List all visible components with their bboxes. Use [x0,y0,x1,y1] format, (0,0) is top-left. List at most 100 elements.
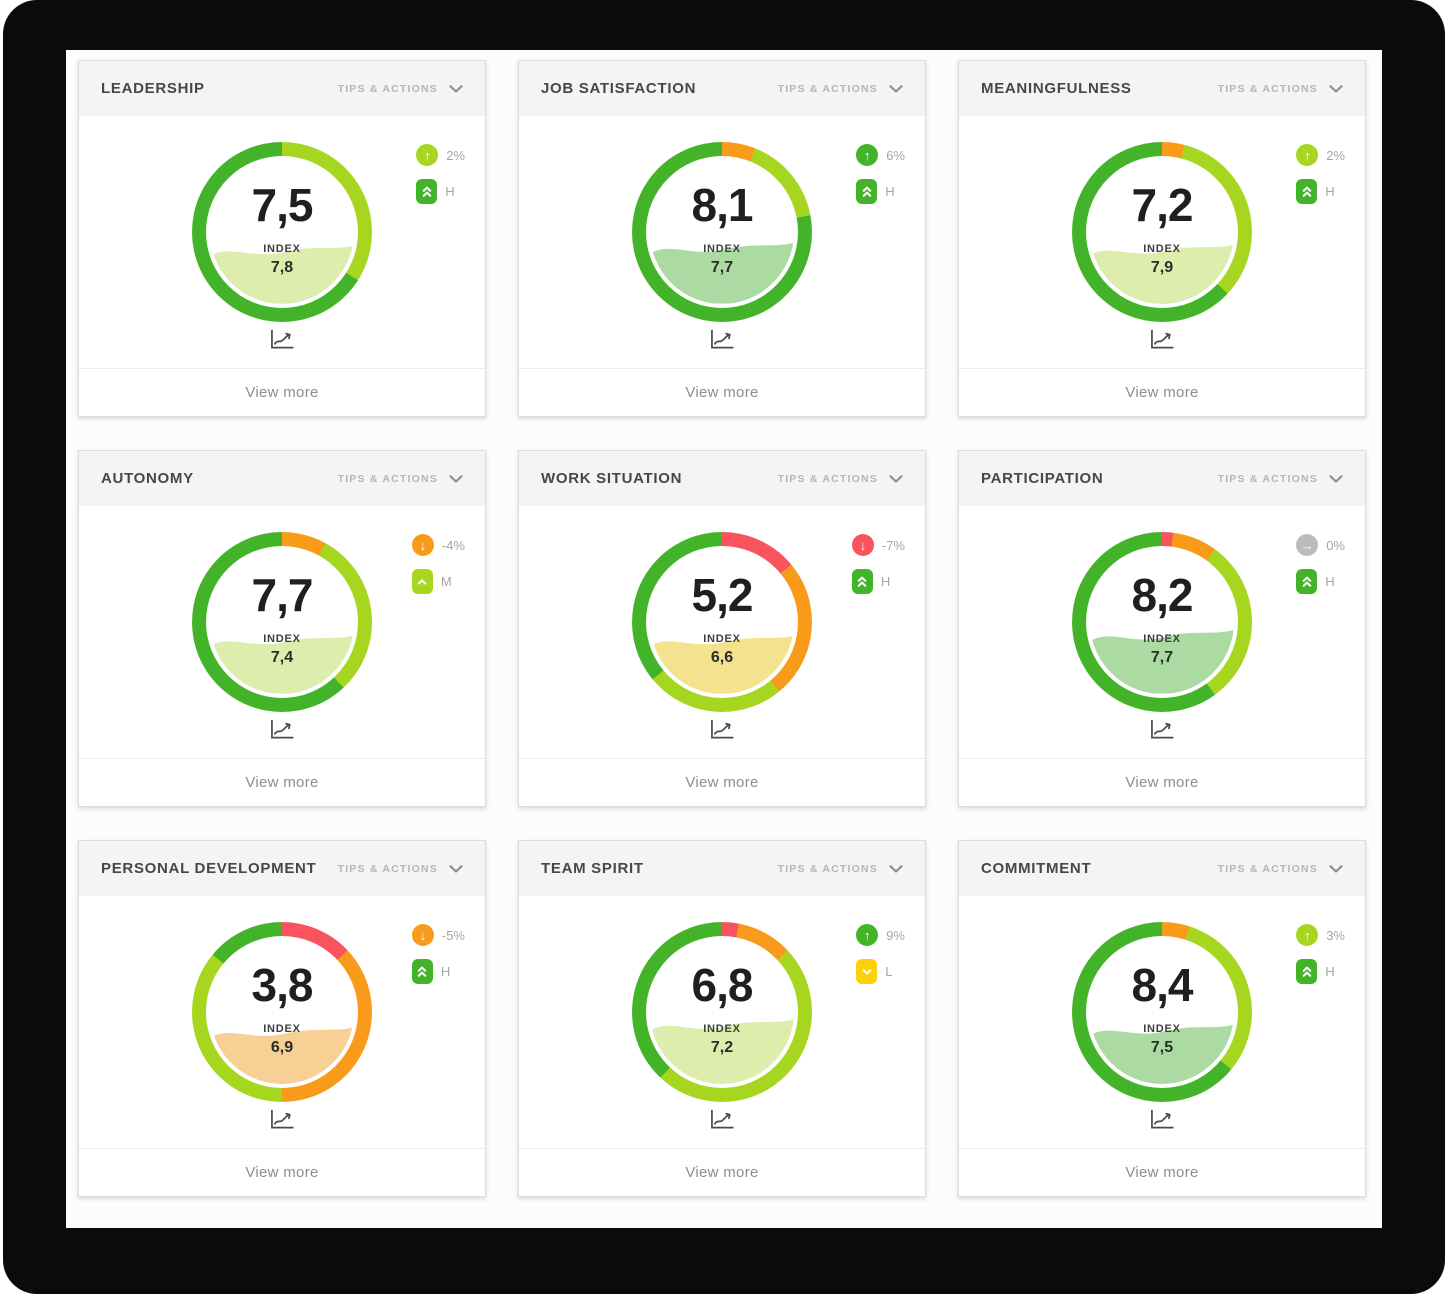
score-value: 7,7 [251,569,314,621]
level-badge: L [856,959,892,984]
tips-actions-label: TIPS & ACTIONS [337,82,438,95]
change-badge: ↓ -4% [411,534,465,556]
metric-card: PERSONAL DEVELOPMENT TIPS & ACTIONS 3,8 [78,840,486,1197]
tips-actions-button[interactable]: TIPS & ACTIONS [338,473,463,485]
card-title: MEANINGFULNESS [981,80,1132,97]
level-chevron-icon [411,569,433,594]
tips-actions-button[interactable]: TIPS & ACTIONS [338,83,463,95]
change-arrow-icon: ↑ [1296,144,1319,166]
view-more-link[interactable]: View more [685,384,759,401]
chevron-down-icon [1329,864,1343,873]
change-arrow-icon: → [1296,534,1319,556]
view-more-link[interactable]: View more [685,1164,759,1181]
tips-actions-button[interactable]: TIPS & ACTIONS [1218,83,1343,95]
tips-actions-button[interactable]: TIPS & ACTIONS [778,473,903,485]
level-badge: H [856,179,895,204]
line-chart-icon [1151,719,1174,739]
score-value: 7,2 [1131,179,1194,231]
index-value: 6,6 [710,649,734,666]
index-value: 7,4 [270,649,294,666]
change-value: -4% [441,537,465,553]
score-gauge: 7,2 INDEX 7,9 [1072,142,1252,322]
level-value: M [440,574,452,589]
score-value: 6,8 [691,959,754,1011]
badges: ↑ 2% H [1296,144,1345,204]
tips-actions-button[interactable]: TIPS & ACTIONS [1218,473,1343,485]
score-gauge: 6,8 INDEX 7,2 [632,922,812,1102]
change-arrow-icon: ↑ [416,144,439,166]
index-wave-fill [1090,1024,1234,1084]
level-chevron-icon [856,959,878,984]
change-value: 3% [1326,927,1345,943]
trend-chart-button[interactable] [706,325,739,354]
gauge-fill-area [210,940,354,1084]
tips-actions-label: TIPS & ACTIONS [777,82,878,95]
badges: → 0% H [1296,534,1345,594]
level-value: H [880,574,891,589]
gauge-fill-area [1090,160,1234,304]
trend-chart-button[interactable] [1146,1105,1179,1134]
tips-actions-label: TIPS & ACTIONS [777,472,878,485]
tips-actions-label: TIPS & ACTIONS [777,862,878,875]
index-label: INDEX [703,633,741,645]
gauge-inner: 8,1 INDEX 7,7 [646,156,798,308]
trend-chart-button[interactable] [266,1105,299,1134]
chevron-down-icon [1329,474,1343,483]
score-value: 3,8 [251,959,314,1011]
change-badge: ↑ 6% [856,144,905,166]
card-title: AUTONOMY [101,470,194,487]
card-body: 3,8 INDEX 6,9 ↓ -5% H [79,896,485,1148]
view-more-link[interactable]: View more [685,774,759,791]
index-label: INDEX [1143,243,1181,255]
gauge-fill-area [210,550,354,694]
level-badge: H [1296,959,1335,984]
tips-actions-button[interactable]: TIPS & ACTIONS [338,863,463,875]
gauge-inner: 7,5 INDEX 7,8 [206,156,358,308]
view-more-link[interactable]: View more [1125,1164,1199,1181]
score-value: 8,1 [691,179,754,231]
trend-chart-button[interactable] [1146,325,1179,354]
card-footer: View more [519,1148,925,1196]
level-value: H [885,184,895,199]
level-chevron-icon [1296,179,1318,204]
card-title: PERSONAL DEVELOPMENT [101,860,317,877]
level-chevron-icon [856,179,878,204]
gauge-inner: 7,7 INDEX 7,4 [206,546,358,698]
change-arrow-icon: ↑ [856,924,879,946]
view-more-link[interactable]: View more [245,1164,319,1181]
change-value: 6% [886,147,905,163]
view-more-link[interactable]: View more [245,384,319,401]
metric-card: COMMITMENT TIPS & ACTIONS 8,4 I [958,840,1366,1197]
change-badge: ↓ -5% [411,924,465,946]
trend-chart-button[interactable] [706,715,739,744]
card-header: MEANINGFULNESS TIPS & ACTIONS [959,61,1365,116]
level-chevron-icon [416,179,438,204]
line-chart-icon [711,329,734,349]
line-chart-icon [1151,1109,1174,1129]
badges: ↓ -5% H [411,924,465,984]
tips-actions-label: TIPS & ACTIONS [1217,472,1318,485]
score-gauge: 7,7 INDEX 7,4 [192,532,372,712]
tips-actions-button[interactable]: TIPS & ACTIONS [778,863,903,875]
tips-actions-button[interactable]: TIPS & ACTIONS [778,83,903,95]
tips-actions-button[interactable]: TIPS & ACTIONS [1218,863,1343,875]
card-footer: View more [519,368,925,416]
dashboard-content: LEADERSHIP TIPS & ACTIONS 7,5 I [66,50,1382,1228]
change-value: 2% [1326,147,1345,163]
trend-chart-button[interactable] [706,1105,739,1134]
index-wave-fill [210,1026,354,1084]
gauge-fill-area [650,940,794,1084]
gauge-inner: 8,4 INDEX 7,5 [1086,936,1238,1088]
trend-chart-button[interactable] [266,715,299,744]
index-label: INDEX [703,1023,741,1035]
level-value: H [1325,184,1335,199]
level-value: H [1325,574,1335,589]
level-chevron-icon [1296,569,1318,594]
trend-chart-button[interactable] [266,325,299,354]
chevron-down-icon [889,84,903,93]
trend-chart-button[interactable] [1146,715,1179,744]
view-more-link[interactable]: View more [1125,384,1199,401]
view-more-link[interactable]: View more [1125,774,1199,791]
view-more-link[interactable]: View more [245,774,319,791]
change-value: 9% [886,927,905,943]
